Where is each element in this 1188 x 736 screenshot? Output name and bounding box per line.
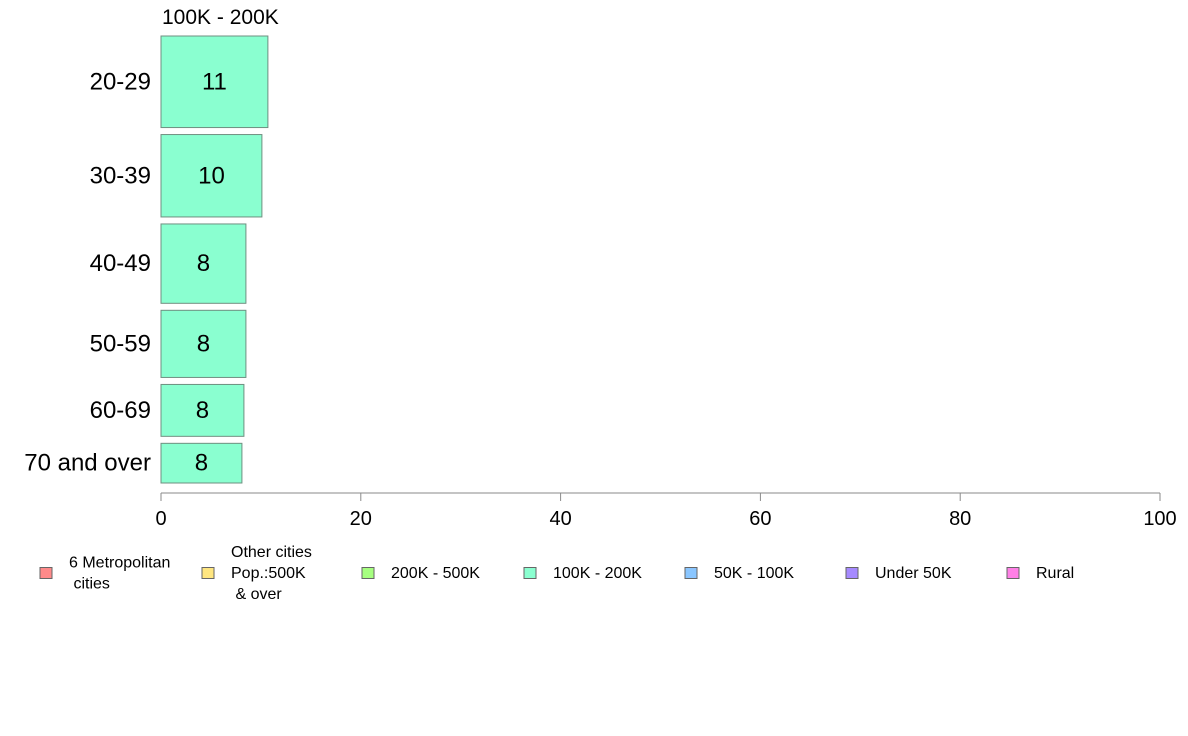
legend-label: Under 50K bbox=[875, 565, 952, 582]
bar-30-39 bbox=[160, 134, 263, 218]
bar-50-59 bbox=[160, 309, 247, 378]
legend: 6 Metropolitan cities Other cities Pop.:50… bbox=[39, 544, 1074, 603]
bar-60-69 bbox=[160, 383, 245, 437]
legend-swatch bbox=[39, 567, 53, 579]
category-label: 70 and over bbox=[24, 450, 151, 477]
data-label: 8 bbox=[195, 450, 208, 477]
legend-label: Other cities Pop.:500K & over bbox=[231, 544, 312, 603]
legend-label: 200K - 500K bbox=[391, 565, 480, 582]
legend-swatch bbox=[523, 567, 537, 579]
legend-swatch bbox=[1006, 567, 1020, 579]
legend-swatch bbox=[361, 567, 375, 579]
legend-label: 6 Metropolitan cities bbox=[69, 554, 170, 592]
legend-label: 100K - 200K bbox=[553, 565, 642, 582]
x-axis: 0 20 40 60 80 100 bbox=[155, 492, 1177, 530]
bars-layer: 20-29 11 30-39 10 40-49 8 50-59 8 60-69 8 70 and o… bbox=[24, 35, 269, 484]
x-tick-label: 80 bbox=[949, 508, 971, 530]
x-tick-label: 60 bbox=[749, 508, 771, 530]
legend-label: 50K - 100K bbox=[714, 565, 794, 582]
category-label: 40-49 bbox=[90, 250, 151, 277]
legend-swatch bbox=[845, 567, 859, 579]
bar-20-29 bbox=[160, 35, 269, 129]
legend-swatch bbox=[684, 567, 698, 579]
data-label: 11 bbox=[202, 68, 227, 95]
category-label: 50-59 bbox=[90, 330, 151, 357]
facet-title: 100K - 200K bbox=[162, 6, 279, 29]
legend-swatch bbox=[201, 567, 215, 579]
x-tick-label: 40 bbox=[549, 508, 571, 530]
data-label: 8 bbox=[197, 250, 210, 277]
data-label: 10 bbox=[198, 162, 225, 189]
data-label: 8 bbox=[196, 397, 209, 424]
x-tick-label: 100 bbox=[1143, 508, 1176, 530]
bar-70 and over bbox=[160, 442, 243, 484]
category-label: 30-39 bbox=[90, 162, 151, 189]
category-label: 20-29 bbox=[90, 68, 151, 95]
legend-label: Rural bbox=[1036, 565, 1074, 582]
data-label: 8 bbox=[197, 330, 210, 357]
category-label: 60-69 bbox=[90, 397, 151, 424]
x-tick-label: 20 bbox=[350, 508, 372, 530]
bar-40-49 bbox=[160, 223, 247, 304]
x-tick-label: 0 bbox=[155, 508, 166, 530]
